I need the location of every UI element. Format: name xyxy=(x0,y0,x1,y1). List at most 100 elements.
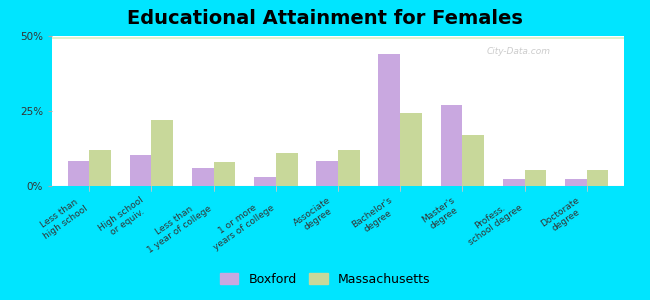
Bar xyxy=(52,36,624,38)
Bar xyxy=(52,37,624,39)
Bar xyxy=(52,38,624,39)
Bar xyxy=(52,37,624,38)
Bar xyxy=(52,36,624,38)
Bar xyxy=(400,112,422,186)
Bar xyxy=(52,37,624,38)
Bar xyxy=(52,37,624,39)
Bar xyxy=(52,37,624,38)
Bar xyxy=(52,37,624,39)
Bar xyxy=(192,168,214,186)
Bar xyxy=(52,37,624,39)
Bar xyxy=(52,36,624,38)
Bar xyxy=(52,36,624,38)
Bar xyxy=(565,178,587,186)
Bar xyxy=(462,135,484,186)
Bar xyxy=(52,37,624,38)
Bar xyxy=(52,36,624,38)
Bar xyxy=(52,37,624,38)
Bar xyxy=(52,36,624,38)
Bar xyxy=(52,36,624,38)
Bar xyxy=(52,36,624,38)
Bar xyxy=(52,36,624,38)
Bar xyxy=(52,37,624,39)
Bar xyxy=(52,37,624,38)
Bar xyxy=(52,36,624,38)
Bar xyxy=(52,37,624,38)
Bar xyxy=(52,37,624,38)
Bar xyxy=(52,37,624,38)
Bar xyxy=(338,150,359,186)
Bar xyxy=(52,37,624,38)
Bar xyxy=(52,37,624,39)
Bar xyxy=(52,37,624,38)
Bar xyxy=(52,37,624,39)
Bar xyxy=(52,37,624,38)
Bar xyxy=(52,38,624,39)
Bar xyxy=(52,37,624,39)
Bar xyxy=(52,37,624,39)
Bar xyxy=(52,38,624,39)
Bar xyxy=(52,38,624,39)
Bar xyxy=(52,38,624,39)
Bar xyxy=(52,38,624,39)
Bar xyxy=(52,36,624,38)
Bar xyxy=(52,36,624,38)
Bar xyxy=(52,37,624,38)
Bar xyxy=(52,37,624,38)
Legend: Boxford, Massachusetts: Boxford, Massachusetts xyxy=(214,268,436,291)
Bar xyxy=(52,36,624,38)
Bar xyxy=(52,37,624,39)
Bar xyxy=(52,37,624,38)
Bar xyxy=(525,169,546,186)
Bar xyxy=(52,37,624,38)
Bar xyxy=(52,37,624,39)
Bar xyxy=(52,36,624,38)
Bar xyxy=(52,36,624,38)
Bar xyxy=(89,150,111,186)
Bar xyxy=(52,36,624,38)
Bar xyxy=(52,36,624,38)
Bar xyxy=(52,36,624,38)
Bar xyxy=(52,37,624,38)
Bar xyxy=(502,178,525,186)
Bar xyxy=(52,37,624,38)
Bar xyxy=(52,37,624,38)
Bar xyxy=(52,36,624,38)
Bar xyxy=(276,153,298,186)
Bar xyxy=(52,37,624,38)
Bar xyxy=(52,37,624,38)
Bar xyxy=(52,36,624,38)
Bar xyxy=(52,37,624,38)
Bar xyxy=(52,37,624,39)
Bar xyxy=(317,160,338,186)
Bar xyxy=(52,37,624,38)
Bar xyxy=(52,36,624,38)
Bar xyxy=(52,37,624,38)
Bar xyxy=(441,105,462,186)
Bar xyxy=(52,38,624,39)
Bar xyxy=(52,36,624,38)
Bar xyxy=(52,37,624,38)
Text: City-Data.com: City-Data.com xyxy=(487,47,551,56)
Bar xyxy=(587,169,608,186)
Bar xyxy=(52,36,624,38)
Bar xyxy=(52,37,624,38)
Bar xyxy=(52,38,624,39)
Bar xyxy=(52,37,624,38)
Bar xyxy=(52,37,624,38)
Bar xyxy=(52,37,624,39)
Bar xyxy=(52,37,624,39)
Bar xyxy=(52,36,624,38)
Bar xyxy=(52,37,624,39)
Bar xyxy=(254,177,276,186)
Bar xyxy=(52,38,624,39)
Bar xyxy=(52,37,624,38)
Bar xyxy=(52,36,624,38)
Bar xyxy=(52,37,624,38)
Bar xyxy=(52,37,624,38)
Bar xyxy=(214,162,235,186)
Bar xyxy=(52,37,624,38)
Bar xyxy=(52,37,624,39)
Bar xyxy=(130,154,151,186)
Bar xyxy=(68,160,89,186)
